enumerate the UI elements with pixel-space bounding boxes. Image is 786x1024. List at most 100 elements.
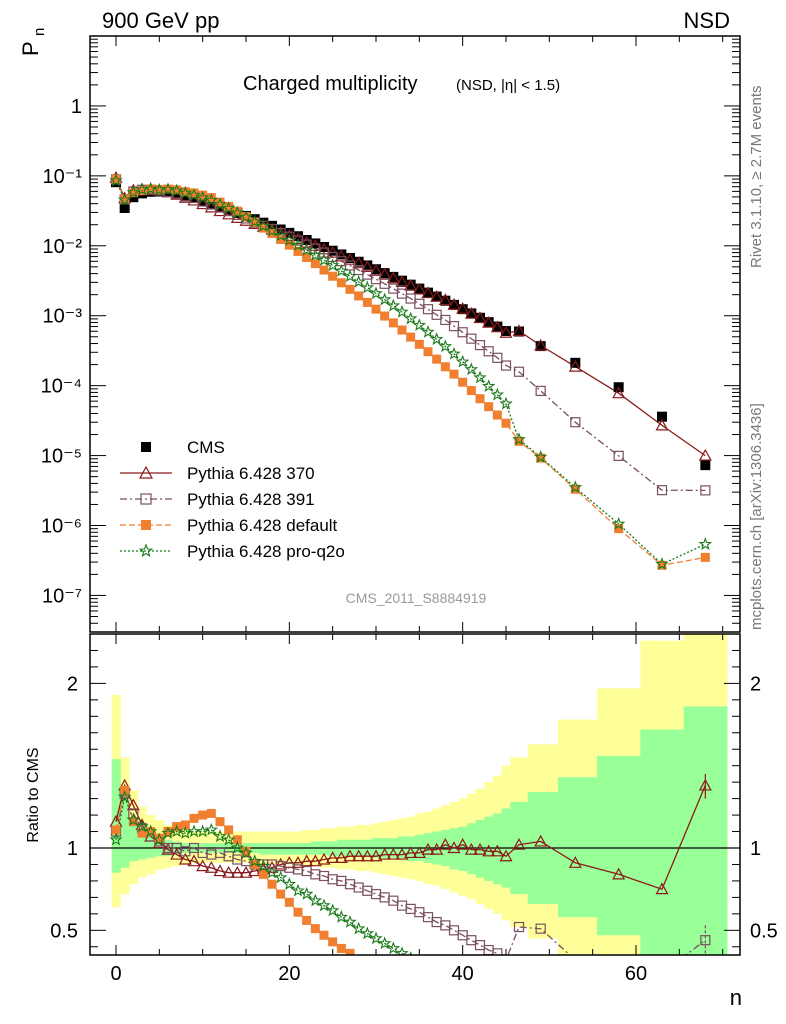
ratio-point-2-31	[380, 969, 389, 978]
x-tick-label: 0	[110, 963, 121, 985]
legend-marker-1	[138, 465, 154, 479]
ratio-point-0-29	[360, 849, 374, 862]
point-3-42	[475, 394, 485, 404]
point-2-35	[414, 298, 425, 309]
point-2-41	[466, 333, 477, 344]
ratio-point-3-31	[377, 936, 392, 950]
point-2-40	[457, 327, 468, 338]
ratio-panel: 0.5 0.51 12 20 20 40 60 Ratio to CMS	[25, 633, 778, 985]
ratio-point-0-16	[248, 864, 262, 877]
point-0-11	[206, 198, 217, 209]
point-4-39	[447, 346, 461, 360]
ratio-point-2-26	[336, 943, 346, 953]
point-2-44	[492, 352, 503, 363]
ratio-point-2-4	[146, 827, 156, 837]
ratio-point-3-7	[169, 824, 184, 838]
point-1-37	[430, 289, 444, 302]
ratio-series-layer	[109, 773, 712, 978]
main-panel: 10⁻⁷ 10⁻⁶ 10⁻⁵ 10⁻⁴ 10⁻³ 10⁻² 10⁻¹ 1 Charged mu…	[18, 28, 741, 633]
ratio-point-2-12	[215, 817, 225, 827]
point-1-40	[456, 301, 470, 314]
y-tick-label: 10⁻⁷	[42, 585, 82, 607]
band-green-4	[146, 834, 156, 858]
ratio-point-1-35	[414, 907, 425, 918]
main-plot-frame	[89, 35, 741, 633]
main-series-layer	[109, 170, 713, 570]
point-3-34	[406, 332, 416, 342]
point-4-35	[412, 318, 427, 331]
ratio-y-tick-label: 1	[67, 838, 78, 860]
point-3-36	[423, 347, 433, 357]
ratio-point-2-21	[293, 907, 303, 917]
point-4-4	[143, 181, 158, 195]
ratio-point-3-2	[126, 812, 141, 826]
point-1-43	[482, 315, 496, 328]
band-green-43	[484, 816, 494, 881]
ratio-point-0-25	[326, 851, 340, 863]
legend-marker-3	[141, 520, 151, 530]
ratio-point-0-19	[274, 857, 288, 870]
band-green-21	[293, 843, 303, 855]
point-4-43	[481, 379, 496, 392]
point-1-26	[334, 249, 348, 262]
ratio-bands-layer	[111, 634, 728, 955]
ratio-point-2-13	[224, 825, 234, 835]
point-3-16	[250, 217, 260, 227]
legend-label-2: Pythia 6.428 391	[187, 490, 315, 509]
ratio-point-3-30	[369, 931, 383, 945]
point-4-28	[351, 274, 366, 288]
point-4-44	[490, 387, 505, 401]
point-2-46	[513, 366, 525, 377]
band-green-44	[493, 813, 503, 885]
ratio-point-0-36	[421, 842, 435, 855]
ratio-point-1-46	[513, 921, 525, 933]
ratio-point-3-27	[343, 915, 357, 928]
band-green-1	[120, 798, 130, 868]
legend: CMS Pythia 6.428 370 Pythia 6.428 391 Pythi…	[120, 438, 345, 561]
ratio-point-3-11	[204, 822, 219, 836]
main-y-label-sub: n	[31, 28, 48, 36]
point-0-1	[119, 203, 130, 214]
ratio-point-3-0	[109, 832, 123, 846]
point-1-20	[282, 229, 296, 241]
point-4-11	[204, 193, 219, 206]
point-1-45	[499, 325, 513, 338]
point-4-19	[273, 228, 288, 242]
point-3-26	[336, 278, 346, 288]
ratio-point-0-12	[213, 864, 227, 877]
point-4-46	[512, 432, 526, 446]
main-title: Charged multiplicity	[243, 73, 418, 95]
point-4-17	[256, 218, 271, 232]
y-tick-label: 10⁻¹	[43, 166, 83, 188]
ratio-point-3-26	[334, 909, 349, 923]
ratio-point-3-35	[414, 958, 425, 968]
ratio-point-2-0	[111, 825, 121, 835]
point-0-40	[457, 304, 468, 315]
point-4-21	[291, 238, 305, 251]
ratio-point-3-28	[351, 921, 366, 935]
point-3-27	[345, 284, 355, 294]
band-green-18	[267, 843, 277, 855]
point-4-10	[195, 190, 210, 204]
ratio-point-2-3	[137, 828, 147, 838]
ratio-y-tick-label: 2	[67, 673, 78, 695]
point-0-37	[431, 291, 442, 302]
ratio-point-2-19	[276, 889, 286, 899]
ratio-point-1-49	[614, 964, 623, 973]
band-green-2	[129, 818, 139, 862]
point-2-45	[500, 360, 512, 371]
ratio-point-0-31	[378, 847, 392, 860]
point-4-49	[611, 516, 626, 530]
band-green-22	[302, 843, 312, 855]
point-4-36	[421, 325, 435, 338]
point-3-22	[302, 253, 312, 263]
band-green-17	[259, 843, 269, 855]
main-subtitle: (NSD, |η| < 1.5)	[456, 77, 560, 94]
ratio-y-label: Ratio to CMS	[25, 747, 42, 842]
point-1-35	[412, 282, 426, 295]
side-label-upper: Rivet 3.1.10, ≥ 2.7M events	[748, 86, 765, 269]
ratio-point-0-30	[369, 849, 383, 862]
point-4-38	[438, 339, 453, 353]
band-green-3	[137, 828, 147, 860]
point-4-29	[360, 280, 375, 294]
